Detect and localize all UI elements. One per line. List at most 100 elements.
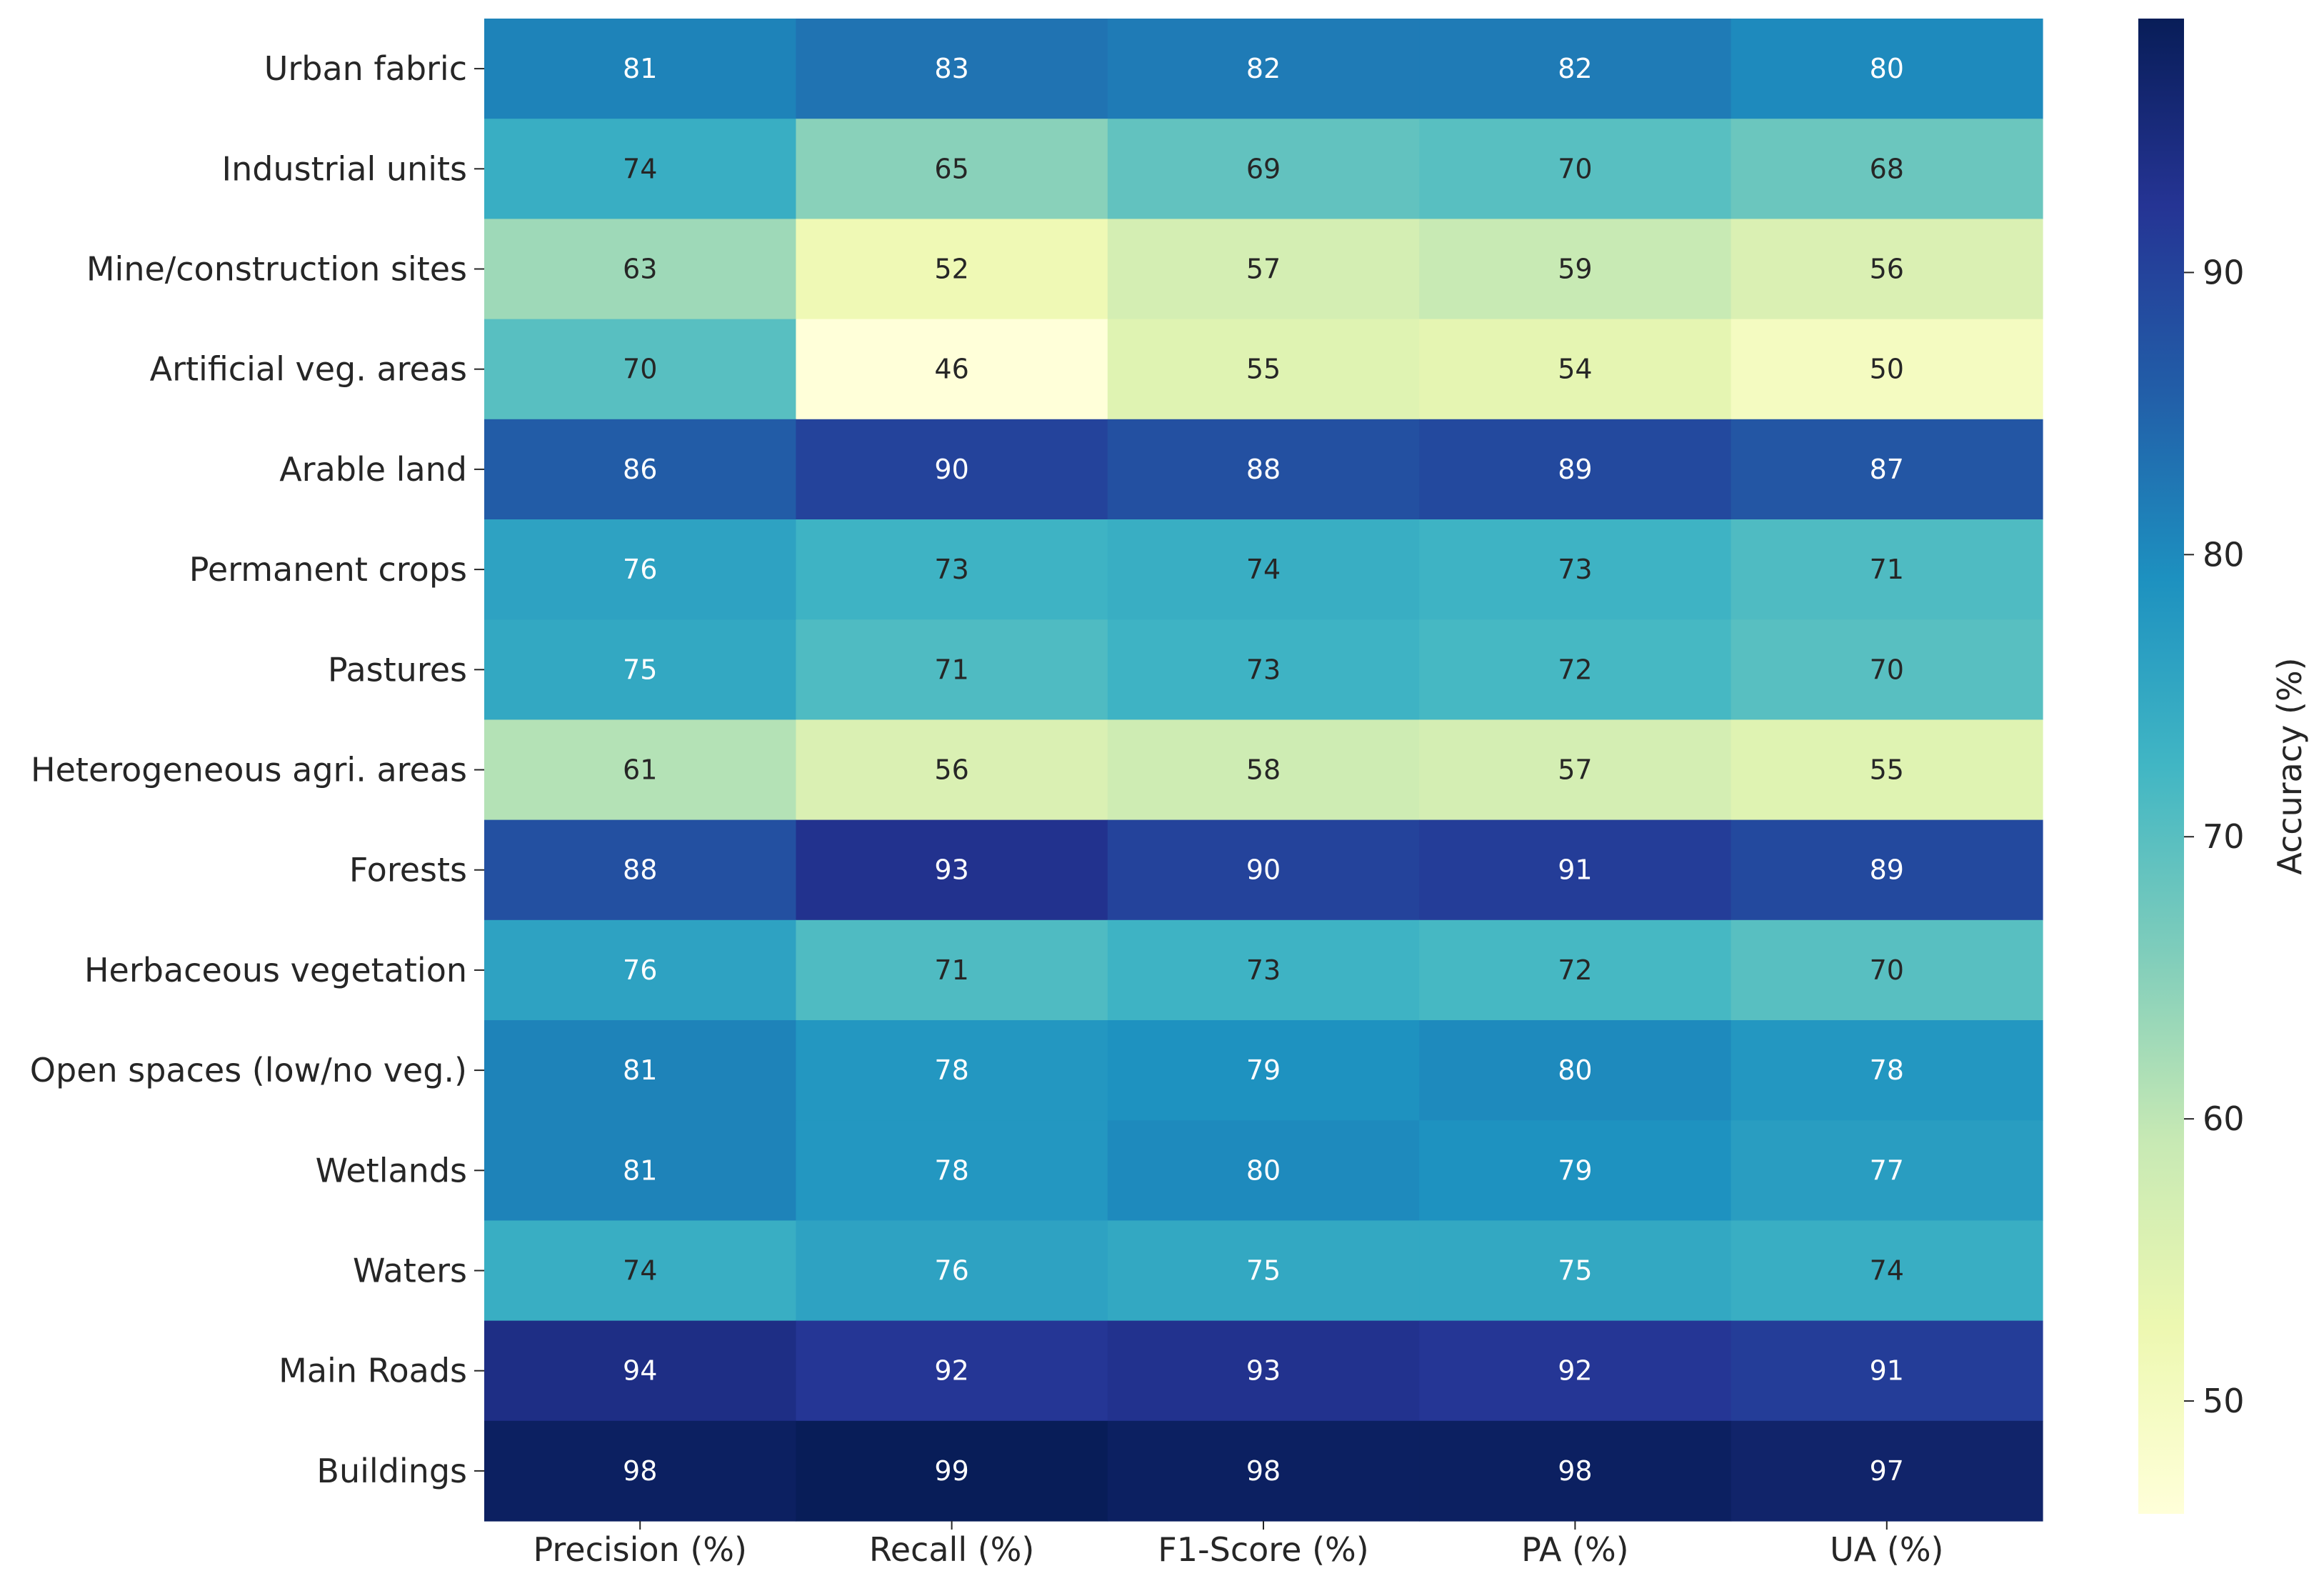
heatmap-cell (1731, 1320, 2043, 1422)
heatmap-cell (1419, 719, 1732, 821)
row-label: Waters (353, 1252, 467, 1290)
cell-value-label: 74 (623, 1255, 657, 1287)
cell-value-label: 73 (1246, 954, 1281, 986)
heatmap-cell (796, 419, 1108, 520)
cell-value-label: 70 (1558, 153, 1592, 184)
heatmap-cell (796, 819, 1108, 921)
heatmap-cell (484, 619, 796, 720)
colorbar-tick-label: 90 (2203, 253, 2245, 291)
cell-value-label: 91 (1558, 854, 1592, 886)
cell-value-label: 76 (623, 554, 657, 585)
heatmap-cell (1731, 519, 2043, 620)
cell-value-label: 65 (934, 153, 968, 184)
cell-value-label: 90 (1246, 854, 1281, 886)
heatmap-cell (1419, 1120, 1732, 1221)
heatmap-cell (1731, 119, 2043, 219)
heatmap-cell (796, 919, 1108, 1021)
column-label: UA (%) (1830, 1530, 1943, 1569)
cell-value-label: 94 (623, 1355, 657, 1387)
heatmap-cell (1419, 1320, 1732, 1422)
heatmap-cell (1731, 919, 2043, 1021)
heatmap-cell (484, 219, 796, 320)
cell-value-label: 89 (1870, 854, 1904, 886)
heatmap-cell (484, 519, 796, 620)
cell-value-label: 71 (934, 654, 968, 685)
heatmap-cell (484, 719, 796, 821)
heatmap-cell (1731, 819, 2043, 921)
heatmap-cell (796, 319, 1108, 420)
cell-value-label: 70 (1870, 954, 1904, 986)
heatmap-cell (1419, 319, 1732, 420)
heatmap-cell (1731, 619, 2043, 720)
heatmap-cell (484, 1120, 796, 1221)
cell-value-label: 78 (934, 1054, 968, 1086)
cell-value-label: 75 (1558, 1255, 1592, 1287)
heatmap-cell (1107, 1020, 1420, 1121)
colorbar-gradient (2138, 19, 2184, 1514)
heatmap-cell (484, 1420, 796, 1522)
heatmap-cell (796, 1020, 1108, 1121)
cell-value-label: 98 (623, 1455, 657, 1487)
cell-value-label: 76 (934, 1255, 968, 1287)
cell-value-label: 82 (1246, 53, 1281, 84)
heatmap-cell (1107, 19, 1420, 119)
heatmap-cell (484, 419, 796, 520)
cell-value-label: 74 (1870, 1255, 1904, 1287)
cell-value-label: 68 (1870, 153, 1904, 184)
heatmap-cell (484, 819, 796, 921)
heatmap-cell (1107, 1420, 1420, 1522)
heatmap-cell (796, 1120, 1108, 1221)
heatmap-cells: 81 83 82 82 80 74 65 69 70 68 63 52 57 59 56 70 46 55 54 50… (484, 19, 2043, 1522)
cell-value-label: 59 (1558, 254, 1592, 285)
cell-value-label: 57 (1246, 254, 1281, 285)
cell-value-label: 56 (934, 754, 968, 786)
cell-value-label: 78 (1870, 1054, 1904, 1086)
cell-value-label: 88 (623, 854, 657, 886)
colorbar-label: Accuracy (%) (2270, 657, 2309, 874)
row-label: Main Roads (279, 1352, 467, 1390)
heatmap-cell (1107, 1220, 1420, 1322)
cell-value-label: 81 (623, 1154, 657, 1186)
heatmap-cell (484, 919, 796, 1021)
row-label: Heterogeneous agri. areas (31, 751, 467, 789)
heatmap-cell (796, 219, 1108, 320)
cell-value-label: 75 (623, 654, 657, 685)
colorbar-tick-label: 60 (2203, 1099, 2245, 1138)
cell-value-label: 97 (1870, 1455, 1904, 1487)
cell-value-label: 58 (1246, 754, 1281, 786)
row-label: Herbaceous vegetation (84, 951, 467, 989)
cell-value-label: 69 (1246, 153, 1281, 184)
colorbar-tick-label: 80 (2203, 535, 2245, 574)
cell-value-label: 76 (623, 954, 657, 986)
cell-value-label: 80 (1558, 1054, 1592, 1086)
cell-value-label: 98 (1558, 1455, 1592, 1487)
heatmap-cell (1731, 319, 2043, 420)
column-labels: Precision (%) Recall (%) F1-Score (%) PA (%… (533, 1521, 1943, 1569)
cell-value-label: 89 (1558, 454, 1592, 485)
heatmap-cell (1731, 1020, 2043, 1121)
heatmap-cell (796, 1420, 1108, 1522)
cell-value-label: 54 (1558, 354, 1592, 385)
cell-value-label: 92 (934, 1355, 968, 1387)
heatmap-cell (1731, 1220, 2043, 1322)
heatmap-cell (796, 1320, 1108, 1422)
cell-value-label: 74 (1246, 554, 1281, 585)
row-label: Mine/construction sites (86, 250, 467, 289)
colorbar-ticks: 50 60 70 80 90 (2184, 253, 2245, 1420)
cell-value-label: 75 (1246, 1255, 1281, 1287)
cell-value-label: 92 (1558, 1355, 1592, 1387)
row-label: Industrial units (222, 149, 467, 188)
cell-value-label: 73 (934, 554, 968, 585)
cell-value-label: 83 (934, 53, 968, 84)
cell-value-label: 80 (1870, 53, 1904, 84)
heatmap-cell (1731, 19, 2043, 119)
cell-value-label: 79 (1246, 1054, 1281, 1086)
cell-value-label: 70 (1870, 654, 1904, 685)
heatmap-cell (1731, 1420, 2043, 1522)
cell-value-label: 88 (1246, 454, 1281, 485)
column-label: F1-Score (%) (1158, 1530, 1368, 1569)
heatmap-cell (1107, 1320, 1420, 1422)
column-label: Precision (%) (533, 1530, 746, 1569)
heatmap-cell (1419, 419, 1732, 520)
row-label: Urban fabric (264, 49, 467, 88)
